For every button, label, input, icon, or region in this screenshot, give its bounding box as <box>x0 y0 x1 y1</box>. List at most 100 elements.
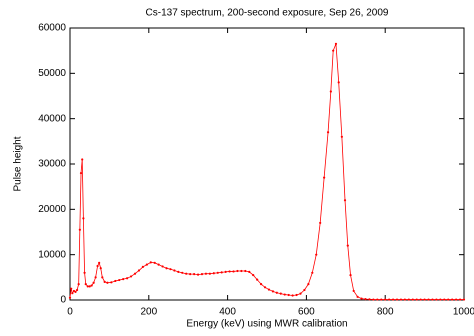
data-point <box>204 272 208 275</box>
data-point <box>279 292 282 295</box>
data-point <box>224 270 227 273</box>
y-tick-label: 50000 <box>38 68 66 79</box>
data-point <box>337 81 340 84</box>
data-point <box>126 277 129 280</box>
data-point <box>451 298 454 301</box>
data-point <box>346 244 349 247</box>
x-tick-label: 1000 <box>453 307 474 318</box>
data-point <box>340 135 343 138</box>
data-point <box>106 281 109 284</box>
data-point <box>275 291 278 294</box>
data-point <box>360 297 363 300</box>
data-point <box>252 273 255 277</box>
data-point <box>129 275 133 278</box>
data-point <box>248 270 251 273</box>
x-axis-label: Energy (keV) using MWR calibration <box>186 319 347 330</box>
data-point <box>99 267 102 270</box>
data-point <box>92 281 95 284</box>
data-point <box>267 288 271 291</box>
data-point <box>323 176 326 179</box>
x-tick-label: 0 <box>67 307 73 318</box>
data-point <box>173 269 176 272</box>
data-point <box>263 286 267 289</box>
data-point <box>88 285 91 288</box>
data-point <box>407 298 410 301</box>
data-point <box>177 270 180 273</box>
data-point <box>443 298 446 301</box>
x-tick-label: 400 <box>219 307 236 318</box>
data-point <box>90 284 93 287</box>
data-point <box>419 298 422 301</box>
data-point <box>368 298 371 301</box>
data-point <box>216 271 219 274</box>
data-point <box>326 131 330 134</box>
data-point <box>364 297 367 301</box>
data-point <box>165 267 168 270</box>
data-point <box>189 273 192 276</box>
data-point <box>372 298 375 301</box>
data-point <box>299 292 302 295</box>
data-point <box>307 283 310 286</box>
data-point <box>384 298 387 301</box>
data-point <box>77 283 80 286</box>
data-point <box>78 228 81 231</box>
chart-title: Cs-137 spectrum, 200-second exposure, Se… <box>146 8 389 19</box>
x-tick-label: 600 <box>298 307 315 318</box>
data-point <box>455 298 458 301</box>
data-point <box>74 290 77 293</box>
data-point <box>196 273 200 276</box>
data-point <box>256 278 259 281</box>
data-point <box>228 270 231 273</box>
data-point <box>68 296 72 299</box>
data-point <box>380 298 383 301</box>
data-point <box>356 295 359 298</box>
data-point <box>232 270 235 273</box>
data-point <box>447 298 450 301</box>
data-point <box>403 298 406 301</box>
data-point <box>395 298 399 301</box>
data-point <box>462 298 466 301</box>
data-point <box>259 283 263 286</box>
data-point <box>458 298 462 301</box>
data-point <box>141 265 144 269</box>
plot-frame <box>69 27 465 301</box>
data-point <box>200 273 204 276</box>
data-point <box>291 294 294 297</box>
data-point <box>193 273 196 276</box>
data-point <box>208 272 211 275</box>
data-point <box>101 276 104 279</box>
data-point <box>79 171 83 175</box>
data-point <box>86 285 89 288</box>
data-point <box>110 281 113 284</box>
data-point <box>349 273 352 277</box>
data-point <box>94 276 97 279</box>
data-point <box>157 263 160 266</box>
data-point <box>431 298 434 301</box>
y-tick-label: 60000 <box>38 23 66 34</box>
data-point <box>137 269 141 272</box>
data-point <box>287 293 290 297</box>
data-point <box>329 90 332 93</box>
x-tick-label: 800 <box>377 307 394 318</box>
data-point <box>70 287 73 290</box>
data-point <box>283 293 286 296</box>
y-tick-label: 10000 <box>38 249 66 260</box>
data-point <box>181 271 184 274</box>
data-point <box>427 298 430 301</box>
data-point <box>439 298 442 301</box>
data-point <box>212 272 215 275</box>
data-point <box>423 298 426 301</box>
data-point <box>334 42 338 45</box>
y-axis-label: Pulse height <box>13 136 24 191</box>
data-point <box>118 278 121 282</box>
data-point <box>311 271 314 274</box>
data-point <box>96 264 99 268</box>
data-point <box>399 298 403 301</box>
x-tick-label: 200 <box>140 307 157 318</box>
data-point <box>114 279 117 283</box>
data-point <box>161 265 164 268</box>
data-point <box>83 271 86 274</box>
data-point <box>352 289 355 293</box>
data-point <box>415 298 418 301</box>
